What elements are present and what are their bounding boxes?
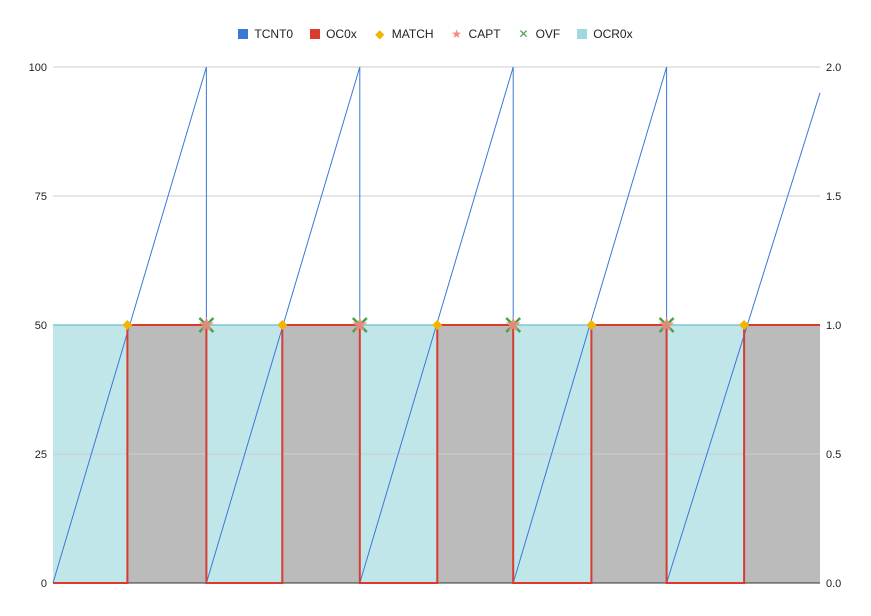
match-marker: [586, 320, 597, 330]
legend-item-ocr0x[interactable]: OCR0x: [577, 27, 633, 41]
legend-item-ovf[interactable]: ✕ OVF: [518, 27, 561, 41]
chart-legend: TCNT0 OC0x ◆ MATCH ★ CAPT ✕ OVF OCR0x: [0, 27, 871, 41]
star-icon: ★: [451, 27, 462, 41]
oc0x-area: [53, 325, 820, 583]
legend-swatch-oc0x: [310, 29, 321, 39]
axis-layer: 0 25 50 75 100 0.0 0.5 1.0 1.5 2.0: [29, 62, 842, 590]
left-tick-label: 0: [41, 578, 47, 590]
legend-item-capt[interactable]: ★ CAPT: [451, 27, 501, 41]
legend-label-oc0x: OC0x: [326, 27, 357, 41]
legend-swatch-tcnt0: [238, 29, 249, 39]
right-tick-label: 2.0: [826, 62, 841, 74]
legend-label-ovf: OVF: [535, 27, 561, 41]
legend-label-match: MATCH: [391, 27, 434, 41]
left-tick-label: 25: [35, 449, 47, 461]
left-tick-label: 50: [35, 320, 47, 332]
right-tick-label: 0.0: [826, 578, 841, 590]
legend-label-capt: CAPT: [468, 27, 501, 41]
legend-item-oc0x[interactable]: OC0x: [310, 27, 357, 41]
match-marker: [277, 320, 288, 330]
right-tick-label: 0.5: [826, 449, 841, 461]
legend-item-match[interactable]: ◆ MATCH: [374, 27, 434, 41]
match-marker: [739, 320, 750, 330]
diamond-icon: ◆: [375, 27, 385, 41]
match-marker: [432, 320, 443, 330]
legend-label-ocr0x: OCR0x: [593, 27, 633, 41]
legend-label-tcnt0: TCNT0: [254, 27, 294, 41]
oc0x-line: [53, 324, 820, 584]
left-tick-label: 75: [35, 191, 47, 203]
legend-swatch-ocr0x: [577, 29, 588, 39]
capt-marker: [659, 317, 675, 332]
capt-marker: [505, 317, 521, 332]
marker-layer: [122, 317, 750, 333]
right-tick-label: 1.5: [826, 191, 841, 203]
right-tick-label: 1.0: [826, 320, 841, 332]
capt-marker: [198, 317, 214, 332]
capt-marker: [352, 317, 368, 332]
legend-item-tcnt0[interactable]: TCNT0: [238, 27, 293, 41]
left-tick-label: 100: [29, 62, 47, 74]
match-marker: [122, 320, 133, 330]
x-mark-icon: ✕: [518, 27, 529, 41]
